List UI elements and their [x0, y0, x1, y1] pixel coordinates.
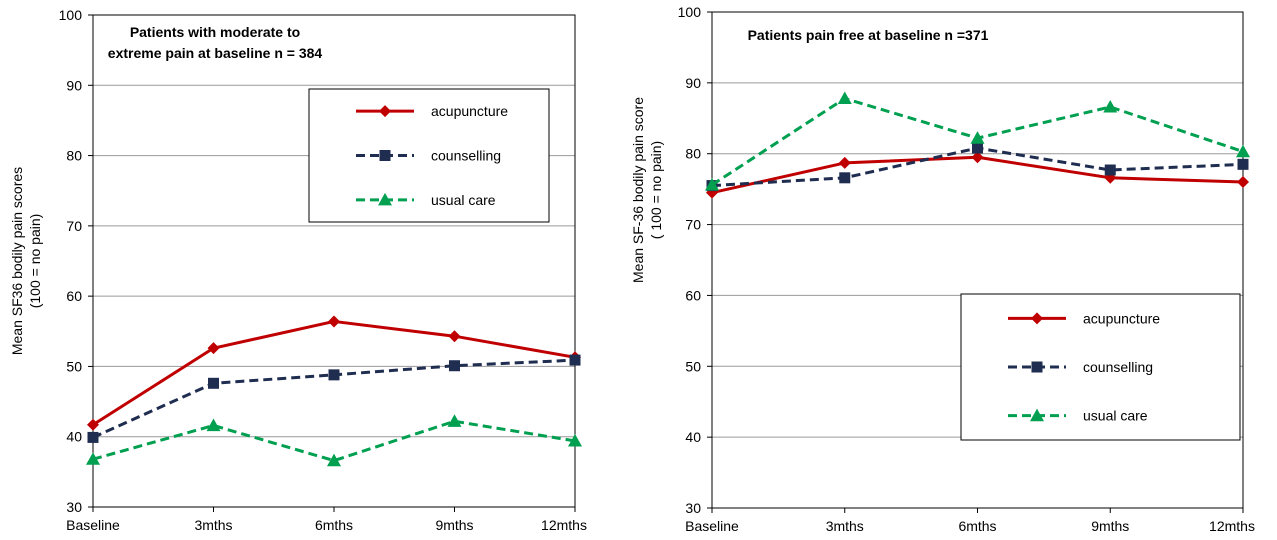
y-axis-label-line: Mean SF36 bodily pain scores [9, 167, 25, 355]
chart-title-line: Patients with moderate to [130, 24, 300, 40]
data-point-acupuncture [87, 418, 99, 431]
data-point-counselling [449, 360, 460, 372]
y-tick-label: 80 [66, 148, 82, 164]
data-point-usual-care [86, 452, 100, 465]
x-tick-label: 9mths [435, 517, 473, 533]
data-point-usual-care [970, 131, 985, 144]
x-tick-label: 3mths [194, 517, 232, 533]
y-tick-label: 90 [66, 77, 82, 93]
legend-label-usual-care: usual care [431, 192, 496, 208]
chart-title-line: extreme pain at baseline n = 384 [108, 45, 323, 61]
data-point-usual-care [327, 453, 341, 467]
x-tick-label: Baseline [685, 518, 739, 534]
x-tick-label: 6mths [315, 517, 353, 533]
legend-label-counselling: counselling [431, 148, 501, 164]
legend-marker-acupuncture [379, 105, 391, 118]
data-point-counselling [87, 431, 99, 443]
x-tick-label: 12mths [1209, 518, 1255, 534]
legend-marker-counselling [379, 150, 391, 161]
legend-marker-usual-care [378, 192, 392, 206]
data-point-usual-care [837, 91, 852, 105]
data-point-counselling [972, 142, 983, 154]
data-point-counselling [569, 354, 581, 366]
data-point-counselling [1104, 164, 1116, 176]
x-tick-label: 12mths [541, 517, 587, 533]
x-tick-label: Baseline [66, 517, 120, 533]
y-tick-label: 70 [685, 217, 701, 233]
y-tick-label: 90 [685, 75, 701, 91]
y-tick-label: 30 [66, 499, 82, 515]
data-point-acupuncture [207, 342, 220, 355]
chart-moderate-to-extreme-pain: 30 40 50 60 70 80 90 100 Baseline 3mths 6mths 9mths… [9, 7, 587, 533]
y-tick-label: 100 [678, 4, 702, 20]
chart-title: Patients pain free at baseline n =371 [748, 27, 989, 43]
y-tick-label: 30 [685, 500, 701, 516]
data-point-acupuncture [838, 156, 851, 169]
legend-label-usual-care: usual care [1083, 408, 1148, 424]
y-tick-label: 80 [685, 146, 701, 162]
data-point-usual-care [705, 177, 719, 191]
y-tick-label: 100 [59, 7, 83, 23]
data-point-usual-care [568, 433, 582, 447]
legend-box [960, 293, 1241, 441]
data-point-counselling [328, 369, 340, 381]
data-point-counselling [839, 172, 851, 184]
legend-label-acupuncture: acupuncture [431, 103, 508, 119]
chart-pain-free-at-baseline: 30 40 50 60 70 80 90 100 Baseline 3mths 6mths 9mths… [630, 4, 1255, 534]
data-point-usual-care [206, 418, 221, 432]
y-axis-label: Mean SF36 bodily pain scores (100 = no pa… [9, 167, 43, 355]
legend-marker-acupuncture [1031, 312, 1043, 325]
chart-title-line: Patients pain free at baseline n =371 [748, 27, 989, 43]
y-tick-label: 50 [66, 358, 82, 374]
y-tick-label: 40 [685, 429, 701, 445]
legend-label-acupuncture: acupuncture [1083, 310, 1160, 326]
data-point-acupuncture [328, 315, 340, 328]
y-tick-label: 40 [66, 429, 82, 445]
y-tick-label: 70 [66, 218, 82, 234]
data-point-acupuncture [971, 151, 984, 164]
y-axis-label-line: ( 100 = no pain) [648, 141, 664, 239]
x-tick-label: 3mths [826, 518, 864, 534]
data-point-usual-care [1236, 144, 1250, 158]
data-point-acupuncture [1237, 176, 1249, 189]
legend-label-counselling: counselling [1083, 359, 1153, 375]
chart-title: Patients with moderate to extreme pain at… [108, 24, 323, 61]
data-point-usual-care [447, 414, 462, 427]
y-axis-label-line: (100 = no pain) [27, 214, 43, 309]
x-tick-label: 6mths [958, 518, 996, 534]
legend-marker-usual-care [1030, 408, 1044, 422]
y-tick-label: 60 [685, 287, 701, 303]
y-axis-label: Mean SF-36 bodily pain score( 100 = no p… [630, 97, 664, 283]
y-axis-label-line: Mean SF-36 bodily pain score [630, 97, 646, 283]
data-point-usual-care [1103, 99, 1118, 113]
data-point-counselling [1237, 158, 1249, 170]
data-point-counselling [208, 377, 219, 389]
legend-box [308, 88, 550, 223]
data-point-acupuncture [448, 330, 461, 343]
y-tick-label: 50 [685, 358, 701, 374]
x-tick-label: 9mths [1091, 518, 1129, 534]
y-tick-label: 60 [66, 288, 82, 304]
legend-marker-counselling [1031, 361, 1043, 373]
